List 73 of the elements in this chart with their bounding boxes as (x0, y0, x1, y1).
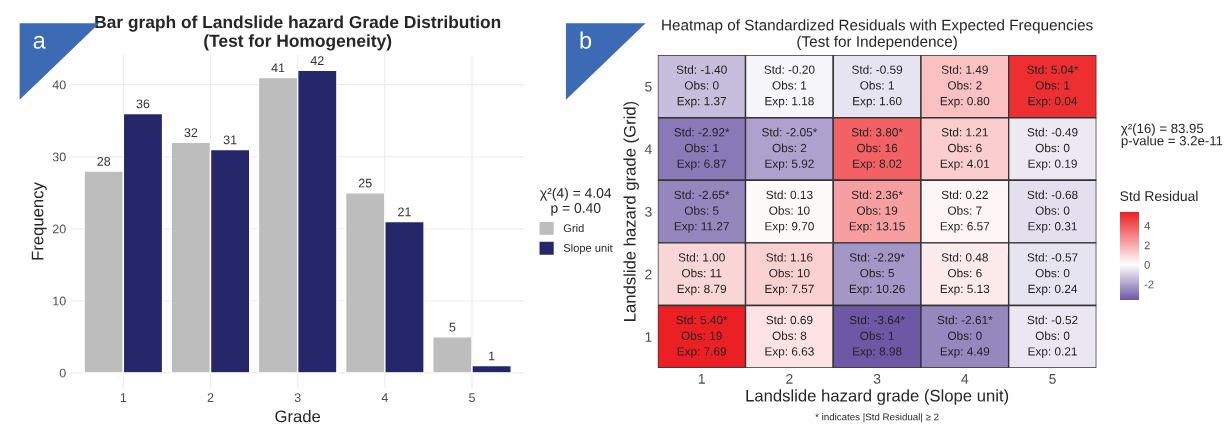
x-tick-label: 4 (961, 374, 969, 384)
y-tick-label: 40 (52, 80, 66, 90)
text: b (580, 31, 592, 49)
data-label: 21 (398, 207, 411, 217)
legend-label: Grid (563, 223, 584, 233)
data-label: Std: -2.65* Obs: 5 Exp: 11.27 (674, 190, 730, 233)
data-label: 41 (271, 63, 285, 73)
chart-title: Bar graph of Landslide hazard Grade Distribution (Test for Homogeneity) (95, 15, 501, 51)
data-label: Std: -1.40 Obs: 0 Exp: 1.37 (676, 65, 727, 108)
x-tick-label: 5 (1049, 374, 1056, 384)
x-tick-label: 1 (120, 393, 127, 402)
data-label: 36 (136, 99, 150, 109)
y-axis-title: Frequency (31, 182, 47, 260)
y-axis-title: Landslide hazard grade (Grid) (623, 101, 639, 321)
data-label: Std: 2.36* Obs: 19 Exp: 13.15 (849, 190, 905, 233)
data-label: Std: 0.48 Obs: 6 Exp: 5.13 (940, 252, 990, 296)
y-tick-label: 0 (59, 368, 66, 378)
x-tick-label: 2 (786, 373, 793, 384)
legend-title: χ²(4) = 4.04 p = 0.40 (540, 187, 612, 216)
data-label: Std: 0.13 Obs: 10 Exp: 9.70 (765, 190, 814, 233)
data-label: Std: -0.52 Obs: 0 Exp: 0.21 (1027, 315, 1078, 358)
data-label: Std: 1.49 Obs: 2 Exp: 0.80 (940, 65, 990, 108)
color-bar-label: -2 (1144, 280, 1154, 289)
y-tick-label: 2 (645, 269, 652, 280)
text: * indicates |Std Residual| ≥ 2 (815, 413, 939, 423)
data-label: Std: -0.20 Obs: 1 Exp: 1.18 (764, 65, 815, 108)
y-tick-label: 20 (52, 224, 66, 234)
y-tick-label: 5 (645, 81, 652, 92)
data-label: Std: -0.68 Obs: 0 Exp: 0.31 (1027, 190, 1078, 233)
x-tick-label: 3 (294, 393, 301, 402)
x-tick-label: 3 (873, 373, 881, 384)
y-tick-label: 3 (645, 206, 652, 217)
x-axis-title: Landslide hazard grade (Slope unit) (746, 389, 1009, 405)
y-tick-label: 1 (645, 332, 652, 342)
data-label: Std: 1.21 Obs: 6 Exp: 4.01 (940, 127, 990, 171)
x-tick-label: 1 (698, 374, 705, 384)
data-label: 32 (184, 128, 198, 138)
chart-title: Heatmap of Standardized Residuals with Expected Frequencies (Test for Independence) (662, 19, 1093, 50)
x-tick-label: 4 (381, 393, 388, 402)
y-tick-label: 4 (644, 144, 652, 155)
data-label: Std: -2.61* Obs: 0 Exp: 4.49 (937, 315, 993, 358)
data-label: Std: 1.00 Obs: 11 Exp: 8.79 (677, 252, 727, 296)
data-label: Std: 5.40* Obs: 19 Exp: 7.69 (676, 315, 728, 358)
data-label: Std: -2.29* Obs: 5 Exp: 10.26 (849, 252, 905, 296)
color-bar-title: Std Residual (1120, 190, 1198, 202)
data-label: Std: 0.69 Obs: 8 Exp: 6.63 (765, 315, 814, 358)
data-label: 1 (489, 351, 495, 361)
legend-label: Slope unit (563, 243, 613, 255)
data-label: Std: 1.16 Obs: 10 Exp: 7.57 (765, 252, 814, 296)
x-tick-label: 5 (469, 393, 475, 402)
data-label: Std: -2.05* Obs: 2 Exp: 5.92 (762, 127, 818, 171)
data-label: Std: 0.22 Obs: 7 Exp: 6.57 (940, 190, 990, 233)
data-label: 5 (449, 322, 456, 332)
data-label: Std: -0.49 Obs: 0 Exp: 0.19 (1027, 127, 1078, 171)
color-bar-label: 0 (1144, 260, 1150, 269)
data-label: Std: 5.04* Obs: 1 Exp: 0.04 (1027, 65, 1079, 108)
color-bar-label: 4 (1144, 222, 1150, 230)
data-label: 28 (97, 157, 111, 166)
color-bar-label: 2 (1144, 241, 1150, 250)
data-label: 25 (358, 178, 372, 188)
text: χ²(16) = 83.95 p-value = 3.2e-11 (1121, 123, 1223, 148)
x-tick-label: 2 (207, 393, 214, 402)
y-tick-label: 30 (52, 152, 66, 162)
data-label: 42 (310, 56, 324, 65)
x-axis-title: Grade (275, 410, 321, 423)
data-label: Std: 3.80* Obs: 16 Exp: 8.02 (851, 127, 903, 171)
data-label: Std: -2.92* Obs: 1 Exp: 6.87 (674, 127, 730, 171)
text: a (33, 35, 46, 49)
data-label: 31 (223, 135, 237, 145)
data-label: Std: -0.57 Obs: 0 Exp: 0.24 (1027, 252, 1078, 296)
y-tick-label: 10 (53, 296, 66, 306)
data-label: Std: -3.64* Obs: 1 Exp: 8.98 (849, 315, 905, 358)
data-label: Std: -0.59 Obs: 1 Exp: 1.60 (852, 65, 903, 108)
